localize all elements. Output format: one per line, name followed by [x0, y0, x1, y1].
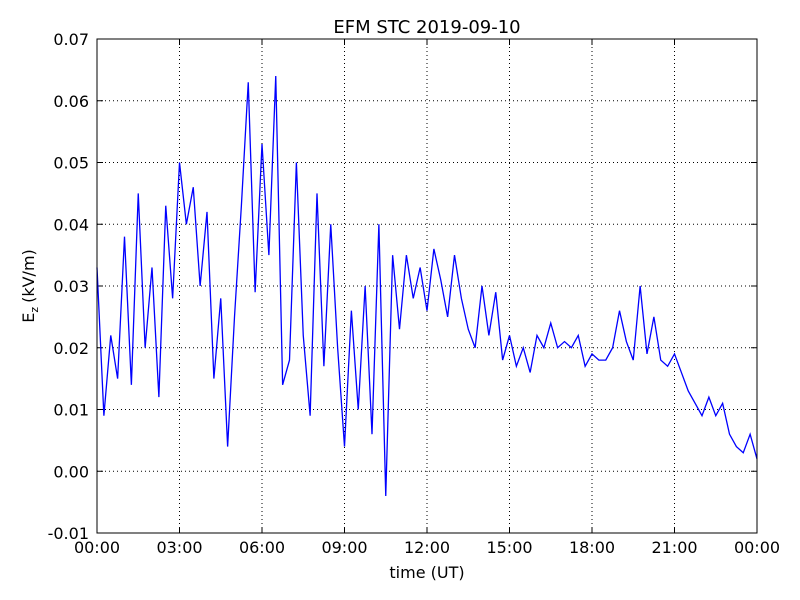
- x-axis-label: time (UT): [389, 563, 464, 582]
- y-axis-label: Ez (kV/m): [19, 249, 41, 323]
- x-tick-label: 21:00: [651, 538, 697, 557]
- x-tick-label: 00:00: [734, 538, 780, 557]
- y-tick-label: -0.01: [48, 524, 89, 543]
- y-tick-label: 0.04: [53, 215, 89, 234]
- x-tick-label: 03:00: [156, 538, 202, 557]
- x-tick-label: 18:00: [569, 538, 615, 557]
- y-label-symbol: E: [19, 313, 38, 323]
- x-tick-label: 00:00: [74, 538, 120, 557]
- x-tick-label: 09:00: [321, 538, 367, 557]
- y-tick-label: 0.06: [53, 92, 89, 111]
- data-line: [96, 76, 758, 496]
- y-tick-label: 0.00: [53, 462, 89, 481]
- plot-frame: [96, 38, 758, 534]
- y-tick-label: 0.05: [53, 154, 89, 173]
- x-tick-label: 12:00: [404, 538, 450, 557]
- y-tick-label: 0.07: [53, 30, 89, 49]
- y-label-unit: (kV/m): [19, 249, 38, 303]
- y-tick-label: 0.02: [53, 339, 89, 358]
- chart-title: EFM STC 2019-09-10: [333, 17, 520, 38]
- x-tick-label: 06:00: [239, 538, 285, 557]
- y-tick-label: 0.01: [53, 401, 89, 420]
- x-tick-label: 15:00: [486, 538, 532, 557]
- y-tick-label: 0.03: [53, 277, 89, 296]
- y-label-subscript: z: [28, 307, 41, 313]
